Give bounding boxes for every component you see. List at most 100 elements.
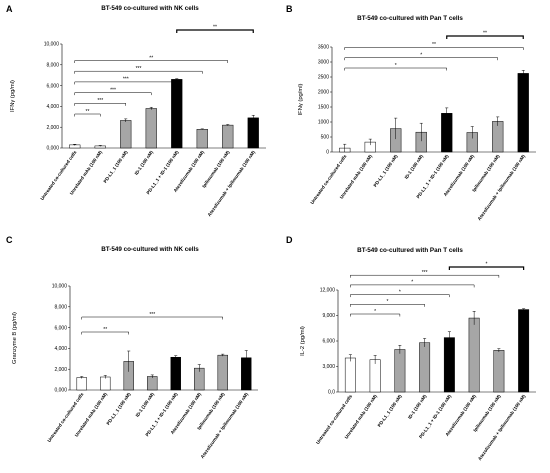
bar bbox=[100, 376, 111, 391]
bracket-line bbox=[448, 266, 525, 270]
bracket-line bbox=[176, 29, 254, 33]
significance-bracket: * bbox=[350, 280, 475, 288]
bracket-line bbox=[344, 67, 447, 71]
y-tick-label: 2000 bbox=[318, 90, 329, 96]
significance-bracket-bold: * bbox=[448, 262, 525, 270]
bar bbox=[468, 317, 480, 393]
significance-label: *** bbox=[123, 77, 129, 83]
significance-bracket: *** bbox=[74, 98, 126, 106]
significance-label: * bbox=[395, 63, 397, 69]
y-tick-label: 10,000 bbox=[52, 284, 68, 290]
x-tick-label: PD-L1_1 (100 nM) bbox=[373, 153, 399, 188]
significance-label: *** bbox=[97, 98, 103, 104]
bar bbox=[344, 357, 356, 393]
y-tick-label: 0 bbox=[326, 150, 329, 156]
significance-bracket: *** bbox=[74, 77, 177, 85]
chart-panel-b: B BT-549 co-cultured with Pan T cells IFNγ… bbox=[286, 4, 536, 221]
bracket-line bbox=[344, 47, 524, 50]
bar bbox=[196, 129, 208, 149]
y-axis-label: Granzyme B (pg/ml) bbox=[12, 312, 18, 364]
significance-label: ** bbox=[483, 31, 487, 37]
x-tick-label: PD-L1_1 (100 nM) bbox=[106, 391, 132, 426]
y-tick-label: 10,000 bbox=[44, 42, 60, 48]
bracket-line bbox=[350, 284, 475, 288]
bar bbox=[492, 121, 504, 153]
panel-letter: C bbox=[6, 235, 13, 245]
bar bbox=[369, 359, 381, 393]
bar bbox=[147, 376, 158, 391]
bar bbox=[171, 79, 183, 149]
significance-label: * bbox=[420, 53, 422, 59]
bracket-line bbox=[74, 60, 228, 63]
y-tick-label: 4,000 bbox=[54, 346, 67, 352]
significance-label: ** bbox=[432, 42, 436, 48]
significance-label: *** bbox=[136, 66, 142, 72]
chart-title: BT-549 co-cultured with NK cells bbox=[101, 5, 199, 12]
bar bbox=[145, 108, 157, 149]
x-tick-label: Atezolizumab + Ipilimumab (100 nM) bbox=[477, 393, 527, 461]
bracket-line bbox=[350, 304, 425, 307]
bracket-line bbox=[74, 113, 101, 117]
significance-label: ** bbox=[86, 109, 90, 115]
chart-panel-d: D BT-549 co-cultured with Pan T cells IL-2… bbox=[286, 235, 536, 461]
bar bbox=[222, 124, 234, 149]
bracket-line bbox=[81, 316, 223, 320]
bracket-line bbox=[74, 92, 152, 96]
y-tick-label: 2500 bbox=[318, 75, 329, 81]
significance-label: ** bbox=[103, 327, 107, 333]
panel-letter: A bbox=[6, 4, 13, 14]
significance-bracket: * bbox=[350, 309, 401, 317]
y-tick-label: 9,000 bbox=[322, 313, 335, 319]
chart-panel-a: A BT-549 co-cultured with NK cells IFNγ (p… bbox=[6, 4, 266, 217]
panel-letter: B bbox=[286, 4, 293, 14]
significance-bracket: ** bbox=[344, 42, 524, 50]
significance-label: ** bbox=[149, 55, 153, 61]
significance-bracket: * bbox=[344, 53, 498, 61]
bar bbox=[419, 342, 431, 393]
y-tick-label: 0,000 bbox=[54, 388, 67, 394]
bracket-line bbox=[74, 81, 177, 85]
significance-bracket: * bbox=[344, 63, 447, 71]
significance-bracket: ** bbox=[74, 55, 228, 63]
bracket-line bbox=[350, 294, 450, 298]
bar bbox=[120, 120, 132, 149]
significance-bracket: ** bbox=[81, 327, 129, 335]
x-tick-label: PD-L1_1 (100 nM) bbox=[103, 149, 129, 184]
y-tick-label: 12,000 bbox=[320, 288, 336, 294]
x-tick-label: ID-1 (100 nM) bbox=[404, 153, 425, 180]
panel-letter: D bbox=[286, 235, 293, 245]
bar bbox=[518, 309, 530, 393]
x-tick-label: Ipilimumab (100 nM) bbox=[471, 153, 501, 192]
significance-bracket: * bbox=[350, 299, 425, 307]
y-axis-label: IL-2 (pg/ml) bbox=[300, 326, 306, 356]
chart-panel-c: C BT-549 co-cultured with NK cells Granzym… bbox=[6, 235, 258, 459]
x-tick-label: PD-L1_1 (100 nM) bbox=[377, 393, 403, 428]
bar bbox=[170, 356, 181, 391]
y-axis-label: IFNγ (pg/ml) bbox=[10, 80, 16, 112]
bracket-line bbox=[350, 313, 401, 317]
bracket-line bbox=[81, 331, 129, 335]
x-tick-label: Atezolizumab + Ipilimumab (100 nM) bbox=[477, 153, 527, 221]
chart-title: BT-549 co-cultured with Pan T cells bbox=[357, 247, 463, 254]
y-tick-label: 500 bbox=[321, 135, 330, 141]
bar bbox=[217, 354, 228, 391]
significance-label: * bbox=[399, 289, 401, 295]
y-tick-label: 6,000 bbox=[54, 325, 67, 331]
significance-bracket: *** bbox=[350, 270, 500, 278]
bar bbox=[76, 377, 87, 391]
significance-bracket-bold: ** bbox=[446, 31, 524, 39]
y-tick-label: 0,000 bbox=[46, 146, 59, 152]
significance-label: * bbox=[374, 309, 376, 315]
y-tick-label: 3000 bbox=[318, 60, 329, 66]
significance-label: * bbox=[387, 299, 389, 305]
x-tick-label: ID-1 (100 nM) bbox=[407, 393, 428, 420]
significance-bracket: * bbox=[350, 289, 450, 298]
y-tick-label: 4,000 bbox=[46, 104, 59, 110]
x-tick-label: Atezolizumab + Ipilimumab (100 nM) bbox=[200, 391, 250, 459]
bar bbox=[443, 337, 455, 393]
bracket-line bbox=[74, 103, 126, 106]
bracket-line bbox=[350, 274, 500, 278]
significance-bracket: *** bbox=[74, 87, 152, 96]
significance-label: *** bbox=[110, 87, 116, 93]
